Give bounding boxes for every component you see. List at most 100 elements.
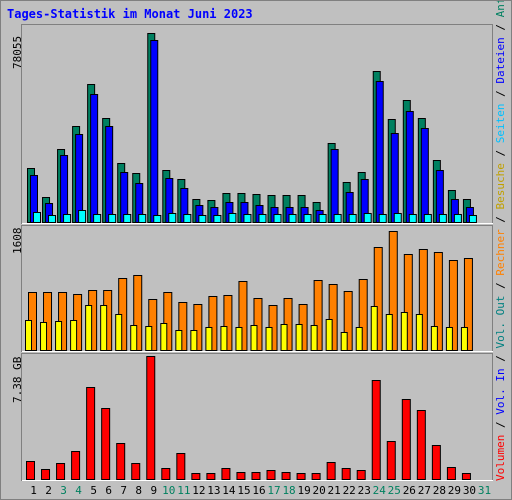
x-tick-label-22: 22	[343, 484, 356, 497]
bar-besuche-17	[265, 327, 273, 351]
y-max-label-hits: 78055	[11, 36, 24, 69]
bar-rechner-28	[433, 252, 443, 351]
bar-volumen-6	[101, 408, 111, 480]
bar-volumen-26	[401, 399, 411, 480]
bar-rechner-22	[343, 291, 353, 351]
bar-besuche-22	[340, 332, 348, 351]
right-legend: Volumen / Vol. In / Vol. Out / Rechner /…	[494, 1, 507, 481]
x-tick-label-11: 11	[177, 484, 190, 497]
bar-seiten-3	[63, 214, 72, 223]
bar-dateien-4	[75, 134, 84, 223]
bar-besuche-6	[100, 305, 108, 351]
bar-besuche-14	[220, 326, 228, 351]
bar-besuche-3	[55, 321, 63, 351]
bar-rechner-13	[208, 296, 218, 351]
legend-item-11: /	[494, 84, 507, 104]
bar-volumen-13	[206, 473, 216, 480]
bar-volumen-14	[221, 468, 231, 480]
bar-volumen-9	[146, 356, 156, 480]
bar-besuche-5	[85, 305, 93, 351]
x-tick-label-17: 17	[267, 484, 280, 497]
bar-besuche-19	[295, 324, 303, 351]
bar-dateien-3	[60, 155, 69, 223]
bar-dateien-21	[330, 149, 339, 223]
legend-item-4: Vol. Out	[494, 296, 507, 349]
bar-volumen-7	[116, 443, 126, 480]
bar-rechner-14	[223, 295, 233, 351]
bar-dateien-26	[405, 111, 414, 223]
bar-besuche-10	[160, 323, 168, 351]
bar-seiten-18	[288, 214, 297, 223]
bar-seiten-5	[93, 214, 102, 223]
bar-seiten-2	[48, 215, 57, 223]
legend-item-7: /	[494, 209, 507, 229]
bar-volumen-4	[71, 451, 81, 480]
bar-volumen-28	[431, 445, 441, 480]
bar-volumen-20	[311, 473, 321, 480]
bar-volumen-22	[341, 468, 351, 480]
bar-besuche-15	[235, 327, 243, 351]
bar-seiten-14	[228, 213, 237, 223]
x-tick-label-23: 23	[358, 484, 371, 497]
bar-rechner-12	[193, 304, 203, 351]
x-tick-label-12: 12	[192, 484, 205, 497]
bar-seiten-11	[183, 214, 192, 223]
x-tick-label-26: 26	[403, 484, 416, 497]
bar-seiten-8	[138, 214, 147, 223]
bar-volumen-25	[386, 441, 396, 480]
bar-besuche-18	[280, 324, 288, 351]
bar-volumen-18	[281, 472, 291, 480]
bar-dateien-9	[150, 40, 159, 223]
legend-item-13: /	[494, 17, 507, 37]
x-tick-label-25: 25	[388, 484, 401, 497]
legend-item-8: Besuche	[494, 163, 507, 209]
bar-besuche-11	[175, 330, 183, 351]
x-tick-label-31: 31	[478, 484, 491, 497]
bar-seiten-13	[213, 215, 222, 223]
bar-seiten-25	[393, 213, 402, 223]
bar-seiten-7	[123, 214, 132, 223]
bar-volumen-8	[131, 463, 141, 480]
x-tick-label-29: 29	[448, 484, 461, 497]
bar-rechner-2	[43, 292, 53, 351]
bar-besuche-20	[310, 325, 318, 351]
bar-volumen-24	[371, 380, 381, 480]
bar-volumen-16	[251, 472, 261, 480]
bar-volumen-5	[86, 387, 96, 480]
bar-besuche-27	[415, 314, 423, 351]
legend-item-2: Vol. In	[494, 368, 507, 414]
bar-seiten-27	[423, 214, 432, 223]
y-max-label-visits: 1608	[11, 228, 24, 255]
bar-rechner-29	[448, 260, 458, 351]
bar-rechner-30	[463, 258, 473, 351]
x-tick-label-27: 27	[418, 484, 431, 497]
x-tick-label-1: 1	[30, 484, 37, 497]
bar-seiten-20	[318, 214, 327, 223]
bar-volumen-12	[191, 473, 201, 480]
bar-seiten-21	[333, 214, 342, 223]
bar-volumen-1	[26, 461, 35, 480]
bar-seiten-9	[153, 215, 162, 223]
legend-item-9: /	[494, 143, 507, 163]
bar-dateien-27	[420, 128, 429, 223]
bar-besuche-8	[130, 325, 138, 351]
x-tick-label-8: 8	[135, 484, 142, 497]
bar-seiten-4	[78, 210, 87, 223]
x-tick-label-2: 2	[45, 484, 52, 497]
bar-volumen-23	[356, 470, 366, 480]
bar-rechner-20	[313, 280, 323, 351]
bar-rechner-15	[238, 281, 248, 351]
legend-item-3: /	[494, 349, 507, 369]
x-tick-label-7: 7	[120, 484, 127, 497]
bar-volumen-2	[41, 469, 51, 480]
bar-seiten-28	[438, 214, 447, 223]
x-tick-label-10: 10	[162, 484, 175, 497]
bar-besuche-9	[145, 326, 153, 351]
legend-item-0: Volumen	[494, 435, 507, 481]
bar-dateien-6	[105, 126, 114, 223]
bar-rechner-24	[373, 247, 383, 351]
bar-volumen-3	[56, 463, 66, 480]
chart-title: Tages-Statistik im Monat Juni 2023	[7, 7, 253, 21]
